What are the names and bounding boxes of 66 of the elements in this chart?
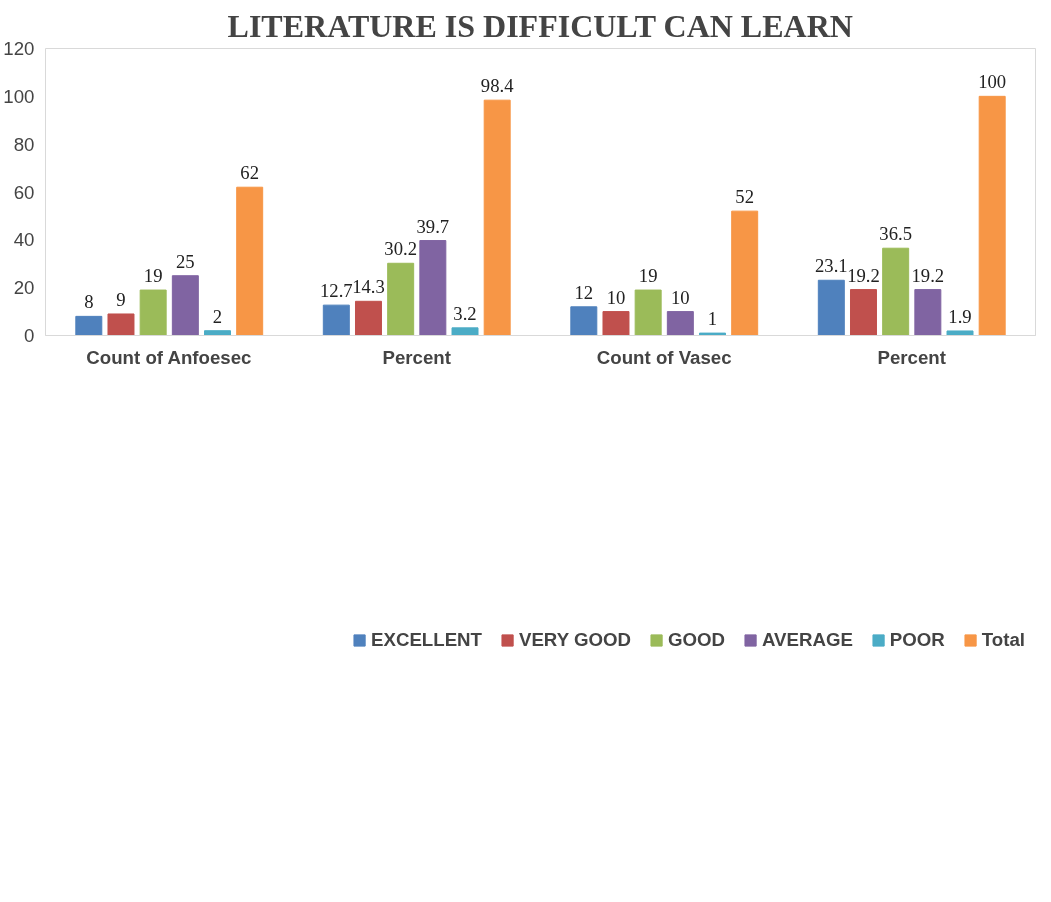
bar	[817, 279, 845, 336]
data-label: 12	[574, 281, 594, 303]
data-label: 10	[606, 286, 626, 308]
bar	[666, 311, 694, 336]
y-tick-label: 40	[13, 229, 35, 251]
data-label: 36.5	[879, 223, 912, 245]
data-label: 98.4	[480, 75, 515, 97]
data-label: 3.2	[453, 302, 477, 324]
x-tick-label: Percent	[877, 346, 946, 368]
y-tick-label: 100	[3, 85, 35, 107]
bar	[849, 289, 877, 336]
data-label: 10	[671, 286, 690, 308]
legend-label: AVERAGE	[761, 629, 853, 651]
x-tick-label: Percent	[382, 346, 451, 368]
y-tick-label: 20	[13, 277, 35, 299]
bar	[354, 300, 382, 336]
y-tick-label: 60	[13, 181, 35, 203]
chart-title: LITERATURE IS DIFFICULT CAN LEARN	[227, 7, 853, 44]
bar	[978, 95, 1006, 336]
bar	[946, 330, 974, 336]
data-label: 23.1	[814, 255, 848, 277]
data-label: 19.2	[847, 264, 880, 286]
bar	[204, 330, 232, 336]
data-label: 100	[978, 71, 1007, 93]
legend-label: EXCELLENT	[371, 629, 482, 651]
bar	[914, 289, 942, 336]
bar	[236, 186, 264, 336]
bar	[387, 262, 415, 336]
x-tick-label: Count of Anfoesec	[86, 346, 252, 368]
legend-label: POOR	[889, 629, 945, 651]
data-label: 25	[176, 250, 195, 272]
bar	[419, 240, 447, 336]
bar	[882, 247, 910, 336]
bar	[699, 332, 727, 336]
data-label: 14.3	[352, 276, 385, 298]
data-label: 19	[638, 265, 658, 287]
bar	[634, 289, 662, 336]
y-tick-label: 120	[3, 38, 35, 59]
bar	[75, 315, 103, 336]
bar	[602, 311, 630, 336]
bar	[171, 275, 199, 336]
bar	[107, 313, 135, 336]
data-label: 1	[707, 308, 718, 330]
data-label: 19	[143, 265, 163, 287]
legend-label: Total	[981, 629, 1025, 651]
bar	[322, 304, 350, 336]
bar	[570, 306, 598, 336]
legend-label: GOOD	[667, 629, 725, 651]
data-label: 1.9	[948, 305, 972, 327]
x-tick-label: Count of Vasec	[596, 346, 732, 368]
bar	[731, 210, 759, 336]
data-label: 9	[116, 288, 126, 310]
data-label: 62	[240, 162, 260, 184]
y-tick-label: 80	[13, 133, 35, 155]
data-label: 2	[212, 305, 223, 327]
bar	[451, 327, 479, 336]
data-label: 52	[735, 186, 755, 208]
bar	[483, 99, 511, 336]
data-label: 39.7	[416, 215, 450, 237]
y-tick-label: 0	[24, 325, 35, 346]
legend-label: VERY GOOD	[518, 629, 631, 651]
bar	[139, 289, 167, 336]
data-label: 8	[84, 291, 94, 313]
data-label: 19.2	[911, 264, 945, 286]
data-label: 30.2	[384, 238, 417, 260]
data-label: 12.7	[319, 280, 353, 302]
